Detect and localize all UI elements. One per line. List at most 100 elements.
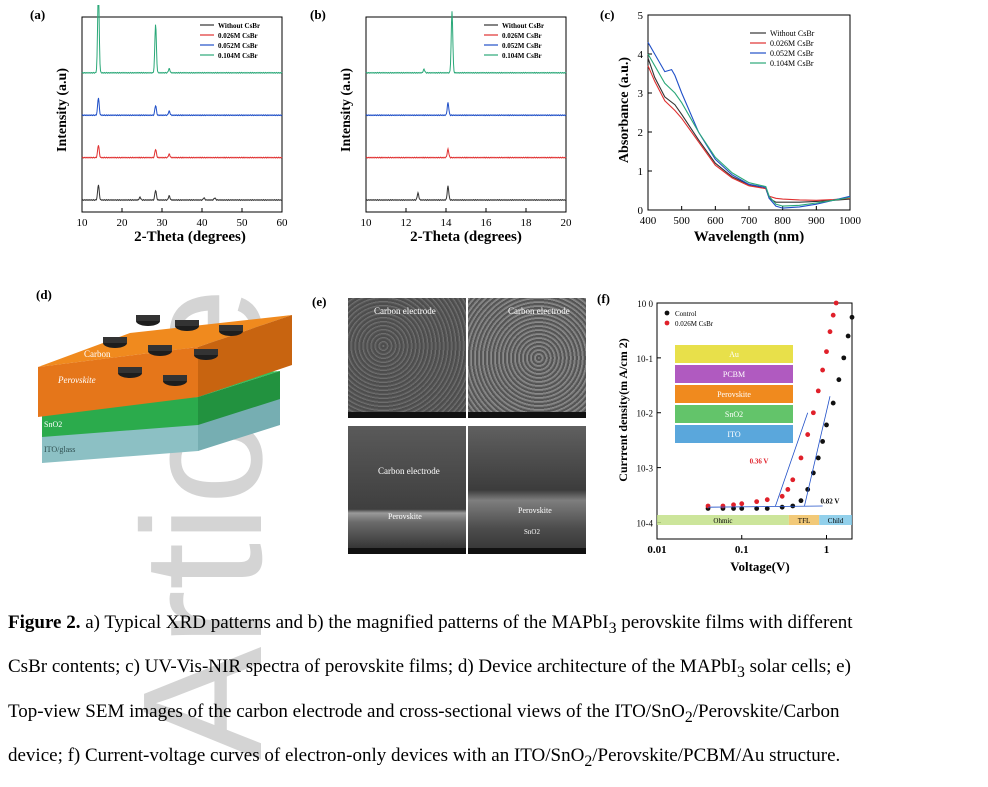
legend-entry: 0.052M CsBr xyxy=(770,49,814,58)
stack-layer-2 xyxy=(675,385,793,403)
x-tick-label: 14 xyxy=(441,217,453,229)
region-bar-1 xyxy=(788,515,820,525)
data-point-1 xyxy=(785,487,791,492)
stack-layer-0 xyxy=(675,345,793,363)
data-point-1 xyxy=(731,502,736,508)
region-label-2: Child xyxy=(828,517,844,525)
x-tick-label: 0.1 xyxy=(735,544,749,556)
data-point-1 xyxy=(720,503,726,509)
series-line-3 xyxy=(647,53,851,207)
data-point-0 xyxy=(849,314,855,320)
x-tick-label: 400 xyxy=(640,215,657,227)
legend-entry: 0.052M CsBr xyxy=(502,42,542,50)
sem-label-1: Carbon electrode xyxy=(374,306,436,316)
x-tick-label: 800 xyxy=(774,215,791,227)
x-tick-label: 12 xyxy=(401,217,412,229)
sem-label-3: Carbon electrode xyxy=(378,466,440,476)
legend-entry: Without CsBr xyxy=(218,22,260,30)
y-tick-label: 5 xyxy=(638,10,644,22)
stack-label-4: ITO xyxy=(727,430,740,439)
stack-layer-1 xyxy=(675,365,793,383)
layer-label-sno2: SnO2 xyxy=(44,420,62,429)
x-tick-label: 900 xyxy=(808,215,825,227)
sem-label-5: Perovskite xyxy=(518,506,552,515)
data-point-1 xyxy=(810,410,816,416)
x-tick-label: 600 xyxy=(707,215,724,227)
panel-label-a: (a) xyxy=(30,7,45,22)
y-axis-label-f: Currrent density(m A/cm 2) xyxy=(616,338,630,481)
y-tick-label: 4 xyxy=(638,49,644,61)
data-point-0 xyxy=(836,377,842,383)
figure-label: Figure 2. xyxy=(8,612,81,633)
legend-entry: 0.052M CsBr xyxy=(218,42,258,50)
absorbance-chart-c: (c) Wavelength (nm) Absorbance (a.u.) 40… xyxy=(600,7,862,245)
series-line-0 xyxy=(81,184,283,202)
fit-line-tfl xyxy=(804,396,831,507)
y-tick-label: 0 xyxy=(638,205,644,217)
panel-label-b: (b) xyxy=(310,7,326,22)
series-line-1 xyxy=(81,145,283,159)
series-line-2 xyxy=(647,42,851,209)
layer-label-carbon: Carbon xyxy=(84,349,111,359)
layer-label-perovskite: Perovskite xyxy=(57,375,96,385)
sem-image-top-left: Carbon electrode xyxy=(348,298,466,418)
fit-line-ohmic xyxy=(708,505,823,508)
carbon-electrode-dots xyxy=(103,315,243,386)
legend-marker xyxy=(664,310,670,316)
panel-label-c: (c) xyxy=(600,7,614,22)
annotation-082v: 0.82 V xyxy=(821,498,840,506)
data-point-0 xyxy=(824,422,829,428)
series-line-0 xyxy=(365,185,567,202)
x-tick-label: 16 xyxy=(481,217,493,229)
sem-panel-e: (e) Carbon electrode Carbon electrode Ca… xyxy=(310,290,590,560)
data-point-1 xyxy=(833,300,839,306)
legend-entry: 0.026M CsBr xyxy=(502,32,542,40)
legend-entry: 0.026M CsBr xyxy=(218,32,258,40)
legend-entry: Without CsBr xyxy=(770,29,815,38)
data-point-1 xyxy=(705,503,711,509)
data-point-1 xyxy=(824,349,829,355)
x-tick-label: 30 xyxy=(157,217,169,229)
device-architecture-d: (d) ITO/glass SnO2 Perovskite Carbon xyxy=(36,287,292,463)
series-line-1 xyxy=(647,65,851,201)
y-tick-label: 1 xyxy=(638,166,644,178)
legend-entry: 0.104M CsBr xyxy=(770,59,814,68)
x-tick-label: 1000 xyxy=(839,215,862,227)
sem-image-bottom-right: Perovskite SnO2 xyxy=(468,426,586,554)
panel-label-e: (e) xyxy=(312,294,327,309)
data-point-0 xyxy=(739,506,745,511)
data-point-1 xyxy=(764,497,770,503)
y-tick-label: 10-3 xyxy=(637,464,654,474)
x-tick-label: 1 xyxy=(824,544,830,556)
fit-line-tfl-2 xyxy=(775,412,809,507)
annotation-036v: 0.36 V xyxy=(750,457,769,465)
panel-label-d: (d) xyxy=(36,287,52,302)
x-axis-label-f: Voltage(V) xyxy=(730,559,789,574)
data-point-1 xyxy=(820,367,826,373)
jv-chart-f: (f) Voltage(V) Currrent density(m A/cm 2… xyxy=(597,291,855,574)
plot-frame xyxy=(647,14,851,211)
data-point-0 xyxy=(841,355,847,361)
stack-label-0: Au xyxy=(729,350,739,359)
caption-line-2: CsBr contents; c) UV-Vis-NIR spectra of … xyxy=(8,656,851,682)
plot-frame xyxy=(656,302,853,540)
x-tick-label: 0.01 xyxy=(647,544,666,556)
plot-frame xyxy=(81,16,283,213)
series-line-1 xyxy=(365,146,567,159)
data-point-1 xyxy=(798,455,804,461)
region-label-0: Ohmic xyxy=(713,517,732,525)
legend-entry: 0.026M CsBr xyxy=(770,39,814,48)
y-axis-label-a: Intensity (a.u) xyxy=(55,68,70,152)
sem-label-4: Perovskite xyxy=(388,512,422,521)
region-bar-0 xyxy=(657,515,789,525)
y-tick-label: 10 0 xyxy=(637,299,653,309)
data-point-1 xyxy=(815,388,821,394)
x-tick-label: 700 xyxy=(741,215,758,227)
data-point-1 xyxy=(805,432,811,437)
x-tick-label: 40 xyxy=(197,217,209,229)
data-point-0 xyxy=(845,333,851,339)
plot-frame xyxy=(365,16,567,213)
data-point-0 xyxy=(830,400,836,406)
x-axis-label-c: Wavelength (nm) xyxy=(694,229,804,245)
legend-entry: 0.026M CsBr xyxy=(675,320,714,328)
